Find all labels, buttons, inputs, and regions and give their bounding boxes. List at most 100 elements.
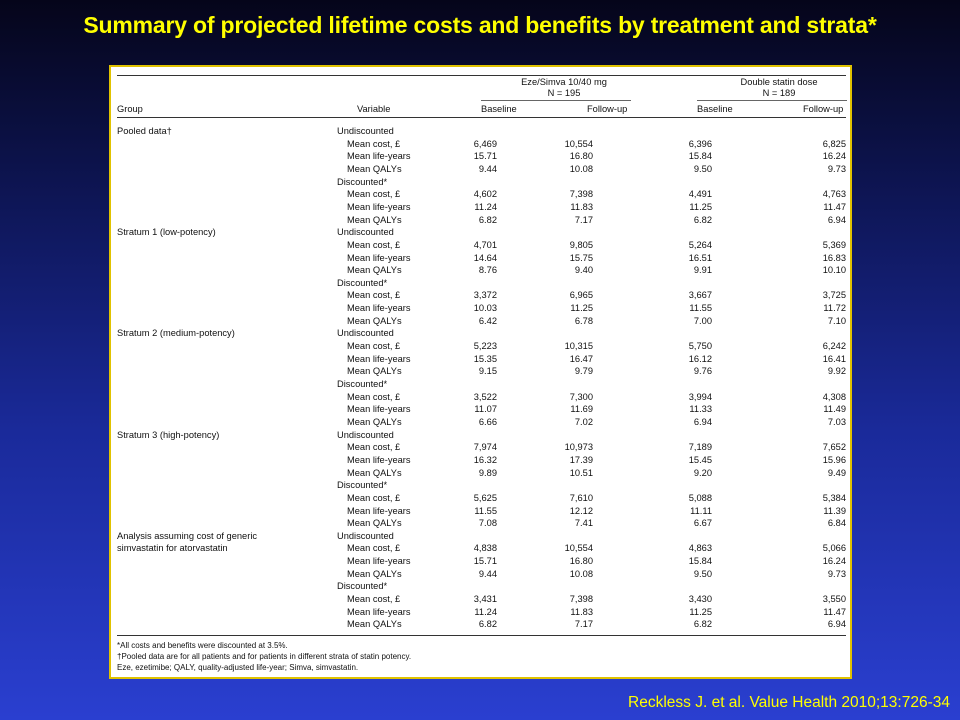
group-label: Stratum 2 (medium-potency) [117, 328, 235, 339]
table-cell: 16.80 [569, 151, 593, 162]
table-cell: 11.39 [823, 505, 846, 516]
table-cell: 15.84 [688, 151, 712, 162]
variable-name: Mean cost, £ [347, 189, 401, 200]
variable-name: Mean life-years [347, 505, 411, 516]
table-cell: 5,384 [822, 492, 846, 503]
variable-name: Mean life-years [347, 151, 411, 162]
table-cell: 9.89 [478, 467, 497, 478]
table-cell: 11.24 [474, 606, 497, 617]
arm2-underline [697, 100, 847, 101]
table-cell: 3,522 [473, 391, 497, 402]
variable-name: Mean life-years [347, 404, 411, 415]
group-label: Stratum 3 (high-potency) [117, 429, 220, 440]
footnote: *All costs and benefits were discounted … [117, 641, 288, 650]
table-cell: 9.20 [693, 467, 712, 478]
table-cell: 10,554 [564, 543, 593, 554]
table-cell: 16.12 [688, 353, 712, 364]
table-cell: 16.83 [822, 252, 846, 263]
table-cell: 10.51 [569, 467, 593, 478]
table-cell: 6,825 [822, 138, 846, 149]
table-cell: 5,625 [473, 492, 497, 503]
table-cell: 6.66 [478, 416, 497, 427]
table-cell: 9.91 [693, 265, 712, 276]
table-cell: 15.35 [473, 353, 497, 364]
table-cell: 3,994 [688, 391, 712, 402]
table-cell: 15.75 [569, 252, 593, 263]
table-cell: 9.76 [693, 366, 712, 377]
table-cell: 6.42 [478, 315, 497, 326]
table-cell: 15.45 [688, 454, 712, 465]
block-label: Discounted* [337, 277, 388, 288]
table-cell: 9.50 [693, 163, 712, 174]
group-label: Stratum 1 (low-potency) [117, 227, 216, 238]
table-cell: 10,315 [564, 341, 593, 352]
table-cell: 16.24 [822, 556, 846, 567]
table-cell: 8.76 [478, 265, 497, 276]
table-cell: 11.07 [474, 404, 497, 415]
block-label: Undiscounted [337, 328, 394, 339]
table-cell: 6.94 [827, 214, 846, 225]
table-cell: 7,974 [473, 442, 497, 453]
table-cell: 7,610 [569, 492, 593, 503]
table-cell: 16.41 [822, 353, 846, 364]
variable-name: Mean life-years [347, 303, 411, 314]
table-cell: 7.10 [827, 315, 846, 326]
table-cell: 7,189 [688, 442, 712, 453]
variable-name: Mean QALYs [347, 416, 402, 427]
table-cell: 3,372 [473, 290, 497, 301]
table-cell: 15.96 [822, 454, 846, 465]
table-cell: 5,369 [822, 239, 846, 250]
table-cell: 6,965 [569, 290, 593, 301]
variable-name: Mean cost, £ [347, 543, 401, 554]
table-cell: 6.82 [478, 214, 497, 225]
arm1-underline [481, 100, 631, 101]
header-bottom-rule [117, 117, 846, 118]
variable-name: Mean life-years [347, 353, 411, 364]
table-cell: 10.10 [822, 265, 846, 276]
variable-name: Mean life-years [347, 454, 411, 465]
table-cell: 11.24 [474, 201, 497, 212]
results-table: Eze/Simva 10/40 mg N = 195 Double statin… [109, 65, 852, 679]
table-cell: 12.12 [569, 505, 593, 516]
table-cell: 9,805 [569, 239, 593, 250]
variable-name: Mean life-years [347, 606, 411, 617]
table-cell: 7.17 [574, 619, 593, 630]
arm2-baseline-header: Baseline [697, 104, 733, 114]
table-cell: 7.02 [574, 416, 593, 427]
table-cell: 9.15 [478, 366, 497, 377]
table-cell: 9.44 [478, 568, 497, 579]
table-cell: 5,264 [688, 239, 712, 250]
block-label: Discounted* [337, 480, 388, 491]
table-cell: 4,701 [473, 239, 497, 250]
block-label: Discounted* [337, 581, 388, 592]
table-cell: 9.49 [827, 467, 846, 478]
table-top-rule [117, 75, 846, 76]
block-label: Undiscounted [337, 126, 394, 136]
variable-name: Mean QALYs [347, 214, 402, 225]
table-cell: 6.94 [827, 619, 846, 630]
variable-name: Mean QALYs [347, 163, 402, 174]
table-cell: 16.51 [688, 252, 712, 263]
table-cell: 5,223 [473, 341, 497, 352]
table-cell: 16.80 [569, 556, 593, 567]
table-cell: 11.47 [823, 606, 846, 617]
table-cell: 5,750 [688, 341, 712, 352]
variable-name: Mean QALYs [347, 366, 402, 377]
block-label: Discounted* [337, 176, 388, 187]
table-cell: 7.41 [574, 518, 593, 529]
table-cell: 7,652 [822, 442, 846, 453]
table-cell: 4,863 [688, 543, 712, 554]
arm1-n: N = 195 [547, 88, 581, 98]
table-cell: 3,725 [822, 290, 846, 301]
table-cell: 11.25 [689, 606, 712, 617]
table-cell: 4,838 [473, 543, 497, 554]
table-cell: 7,398 [569, 594, 593, 605]
table-cell: 6,469 [473, 138, 497, 149]
variable-name: Mean cost, £ [347, 341, 401, 352]
table-cell: 6.94 [693, 416, 712, 427]
variable-name: Mean QALYs [347, 315, 402, 326]
block-label: Discounted* [337, 379, 388, 389]
table-cell: 4,602 [473, 189, 497, 200]
table-cell: 7,300 [569, 391, 593, 402]
table-cell: 7.03 [827, 416, 846, 427]
